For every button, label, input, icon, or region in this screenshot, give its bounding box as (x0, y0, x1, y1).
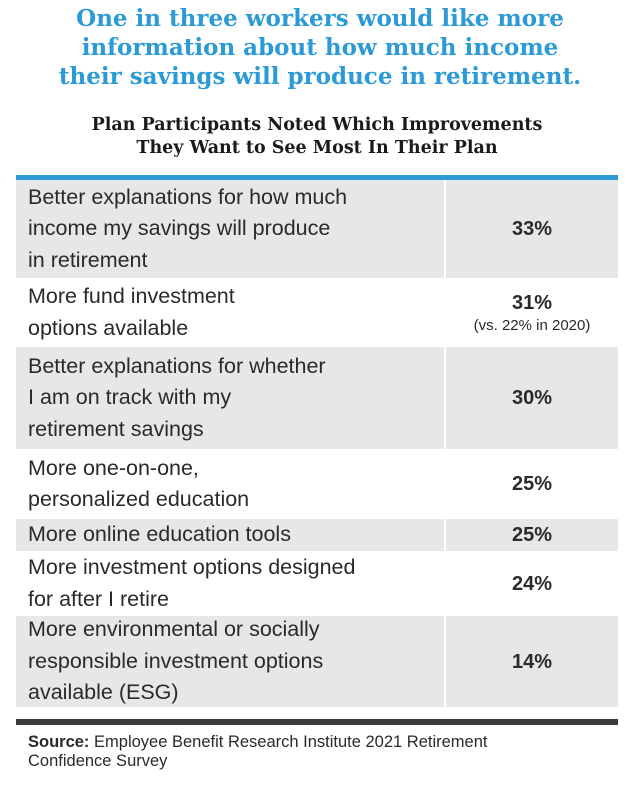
table-row: More investment options designed for afte… (16, 551, 618, 614)
row-label-line: retirement savings (28, 416, 204, 441)
table-title: Plan Participants Noted Which Improvemen… (0, 114, 634, 160)
row-label-line: options available (28, 315, 189, 340)
row-label-line: in retirement (28, 247, 148, 272)
row-label-line: More environmental or socially (28, 617, 320, 642)
source-line-1: Source: Employee Benefit Research Instit… (28, 733, 618, 752)
headline-line: their savings will produce in retirement… (58, 63, 582, 90)
row-label: More investment options designed for afte… (16, 553, 444, 614)
row-percent: 14% (511, 650, 553, 673)
row-value-cell: 31% (vs. 22% in 2020) (446, 280, 618, 345)
row-percent: 33% (511, 218, 553, 240)
row-label-line: responsible investment options (28, 648, 324, 673)
table-row: More online education tools 25% (16, 517, 618, 551)
row-label-line: I am on track with my (28, 385, 232, 410)
row-percent: 25% (511, 524, 553, 546)
source-note: Source: Employee Benefit Research Instit… (28, 733, 618, 771)
row-value-cell: 24% (446, 553, 618, 614)
row-label-line: Better explanations for whether (28, 353, 326, 378)
row-value-cell: 25% (446, 519, 618, 551)
row-percent: 30% (511, 387, 553, 409)
row-label: Better explanations for whether I am on t… (16, 347, 444, 449)
source-label: Source: (28, 733, 90, 751)
row-label-line: personalized education (28, 487, 250, 511)
table-row: Better explanations for whether I am on t… (16, 345, 618, 449)
row-label-line: available (ESG) (28, 680, 179, 705)
table-title-line: They Want to See Most In Their Plan (136, 138, 498, 158)
row-value-cell: 14% (446, 616, 618, 707)
row-label-line: More one-on-one, (28, 455, 199, 480)
headline: One in three workers would like more inf… (0, 4, 640, 91)
row-comparison-note: (vs. 22% in 2020) (473, 316, 591, 334)
row-percent: 24% (511, 572, 553, 595)
headline-line: One in three workers would like more (76, 5, 564, 32)
row-value-cell: 30% (446, 347, 618, 449)
row-percent: 31% (511, 291, 553, 314)
source-line-2: Confidence Survey (28, 752, 168, 770)
row-label: More fund investment options available (16, 280, 444, 345)
table-row: More fund investment options available 31%… (16, 278, 618, 345)
table-top-rule (16, 175, 618, 180)
row-value-cell: 25% (446, 451, 618, 517)
source-text: Employee Benefit Research Institute 2021… (94, 733, 488, 751)
row-label-line: income my savings will produce (28, 216, 331, 241)
table-row: Better explanations for how much income m… (16, 180, 618, 278)
row-label: More environmental or socially responsibl… (16, 616, 444, 707)
table-bottom-rule (16, 719, 618, 725)
row-label: Better explanations for how much income m… (16, 180, 444, 278)
improvements-table: Better explanations for how much income m… (16, 180, 618, 707)
table-title-line: Plan Participants Noted Which Improvemen… (91, 115, 543, 135)
headline-line: information about how much income (81, 34, 559, 61)
table-row: More one-on-one, personalized education 25… (16, 449, 618, 517)
row-label-line: More investment options designed (28, 555, 356, 579)
row-label-line: Better explanations for how much (28, 184, 348, 209)
row-label-line: More fund investment (28, 284, 235, 308)
row-label-line: More online education tools (28, 522, 291, 547)
row-label: More online education tools (16, 519, 444, 551)
row-label-line: for after I retire (28, 586, 169, 611)
row-value-cell: 33% (446, 180, 618, 278)
row-percent: 25% (511, 473, 553, 495)
table-row: More environmental or socially responsibl… (16, 614, 618, 707)
row-label: More one-on-one, personalized education (16, 451, 444, 517)
